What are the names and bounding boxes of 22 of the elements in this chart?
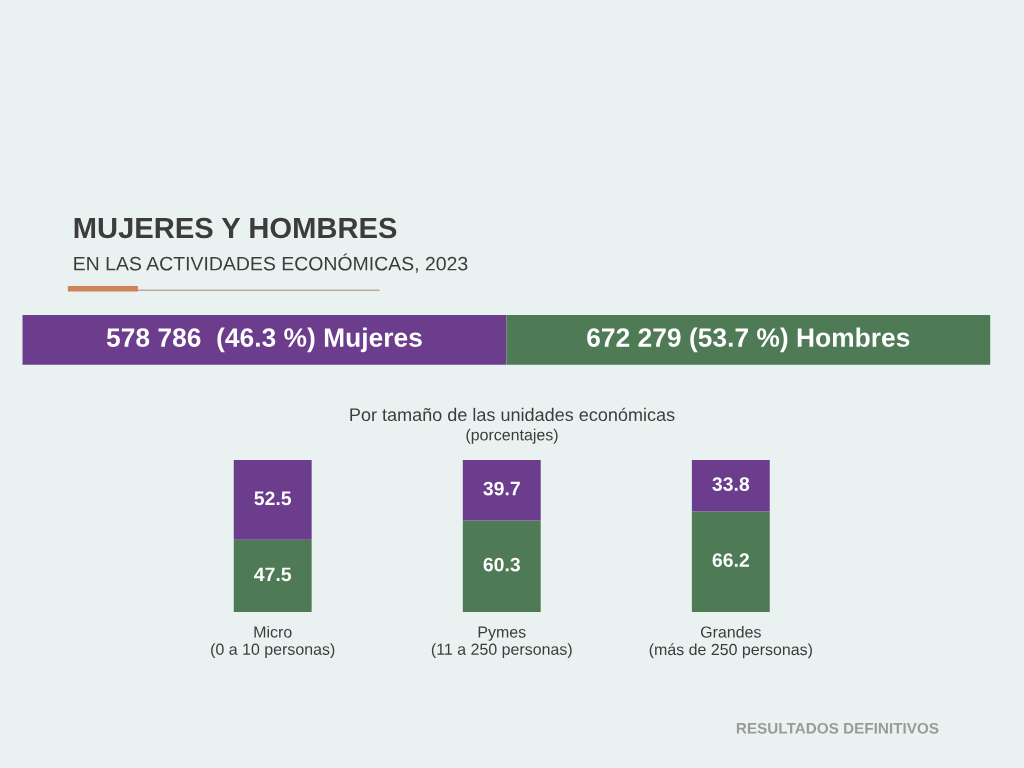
text: Por tamaño de las unidades económicas — [350, 407, 675, 422]
text: (porcentajes) — [466, 428, 558, 444]
data-label: 52.5 — [254, 491, 292, 506]
x-tick-label: Micro (0 a 10 personas) — [211, 625, 335, 659]
x-tick-label: Pymes (11 a 250 personas) — [431, 626, 572, 659]
text: 672 279 (53.7 %) Hombres — [587, 327, 910, 353]
data-label: 39.7 — [483, 481, 520, 496]
chart-title: MUJERES Y HOMBRES — [74, 217, 397, 239]
data-label: 60.3 — [483, 557, 520, 572]
data-label: 66.2 — [712, 553, 749, 567]
bar — [233, 539, 312, 613]
bar — [462, 460, 541, 521]
text: RESULTADOS DEFINITIVOS — [736, 722, 939, 734]
data-label: 47.5 — [254, 567, 292, 582]
text: 578 786 (46.3 %) Mujeres — [106, 327, 422, 353]
bar — [233, 460, 312, 540]
chart-subtitle: EN LAS ACTIVIDADES ECONÓMICAS, 2023 — [74, 253, 468, 273]
bar — [691, 460, 770, 512]
x-tick-label: Grandes (más de 250 personas) — [649, 625, 812, 659]
bar — [462, 520, 541, 613]
data-label: 33.8 — [712, 477, 750, 491]
bar — [691, 511, 770, 613]
